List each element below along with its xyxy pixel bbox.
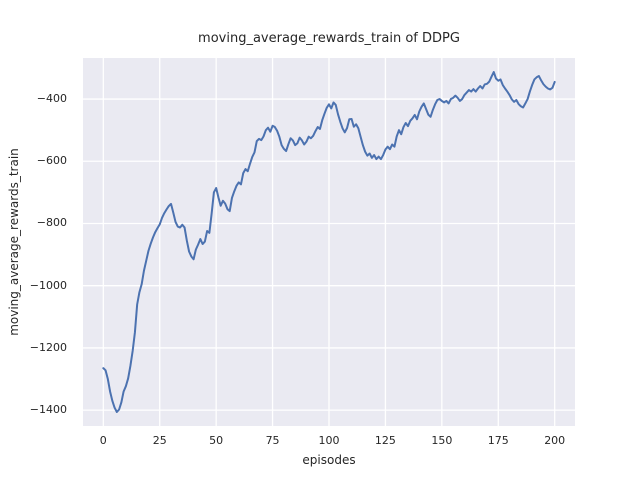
x-tick-label: 25 xyxy=(152,434,167,447)
y-tick-label: −600 xyxy=(36,154,67,168)
x-axis-label: episodes xyxy=(302,453,356,467)
y-tick-label: −1200 xyxy=(29,340,67,354)
data-line xyxy=(102,71,556,413)
x-tick-label: 100 xyxy=(318,434,340,447)
y-tick-label: −1400 xyxy=(29,403,67,417)
y-tick-label: −1000 xyxy=(29,278,67,292)
x-tick-label: 50 xyxy=(209,434,224,447)
x-tick-label: 200 xyxy=(544,434,566,447)
x-tick-label: 0 xyxy=(99,434,107,447)
x-tick-label: 150 xyxy=(431,434,453,447)
x-tick-label: 175 xyxy=(487,434,509,447)
x-tick-label: 75 xyxy=(265,434,280,447)
chart-title: moving_average_rewards_train of DDPG xyxy=(198,31,460,46)
y-tick-label: −800 xyxy=(36,216,67,230)
y-axis-label-text: moving_average_rewards_train xyxy=(7,148,21,336)
y-tick-label: −400 xyxy=(36,92,67,106)
plot-area xyxy=(83,58,575,426)
x-tick-label: 125 xyxy=(374,434,396,447)
plot-svg xyxy=(83,58,575,426)
